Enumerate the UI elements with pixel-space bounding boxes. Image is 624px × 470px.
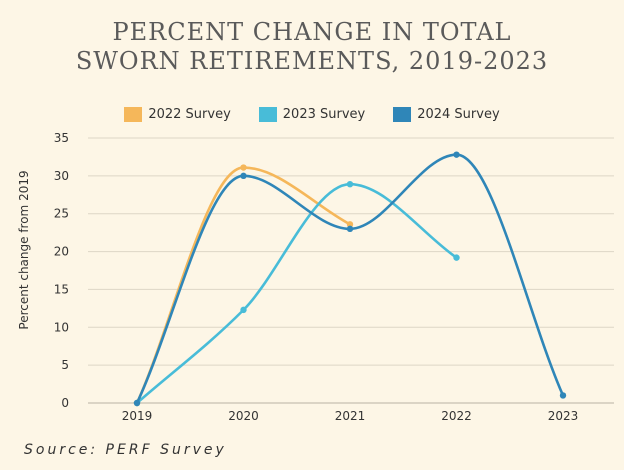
data-point-2024-survey-2023 [559,392,567,399]
data-point-2023-survey-2021 [346,180,354,188]
legend-swatch-2023-survey [258,107,277,122]
series-line-2023-survey [135,182,458,405]
legend-item-2023-survey: 2023 Survey [258,107,366,122]
legend-label-2022-survey: 2022 Survey [148,107,231,122]
y-tick-label-15: 15 [54,282,69,296]
legend-swatch-2024-survey [393,107,412,122]
legend-label-2024-survey: 2024 Survey [417,107,500,122]
chart-title-line-2: SWORN RETIREMENTS, 2019-2023 [75,47,549,75]
chart-title-line-1: PERCENT CHANGE IN TOTAL [112,18,512,46]
x-tick-label-2021: 2021 [335,409,366,423]
data-point-2022-survey-2020 [240,164,247,171]
source-note: Source: PERF Survey [24,442,227,458]
y-tick-label-25: 25 [54,207,69,221]
data-point-2024-survey-2019 [133,399,141,407]
y-tick-label-10: 10 [54,320,69,334]
chart-title: PERCENT CHANGE IN TOTAL SWORN RETIREMENT… [0,18,624,76]
legend-item-2024-survey: 2024 Survey [393,107,500,122]
legend-swatch-2022-survey [124,107,143,122]
legend-label-2023-survey: 2023 Survey [282,107,366,122]
x-tick-label-2020: 2020 [228,409,259,423]
legend: 2022 Survey 2023 Survey 2024 Survey [0,107,624,122]
data-point-2022-survey-2021 [346,221,354,228]
y-tick-label-35: 35 [54,131,69,145]
data-point-2024-survey-2021 [346,225,354,233]
x-tick-label-2019: 2019 [122,409,153,423]
data-point-2023-survey-2020 [240,306,247,314]
y-tick-label-20: 20 [54,245,69,259]
data-point-2023-survey-2022 [453,254,460,261]
x-tick-label-2023: 2023 [548,409,579,423]
x-tick-label-2022: 2022 [441,409,472,423]
legend-item-2022-survey: 2022 Survey [124,107,231,122]
data-point-2024-survey-2022 [453,151,460,158]
series-line-2024-survey [135,153,565,405]
y-tick-label-5: 5 [61,358,69,372]
y-tick-label-0: 0 [61,396,69,410]
y-tick-label-30: 30 [54,169,69,183]
data-point-2024-survey-2020 [240,172,247,180]
